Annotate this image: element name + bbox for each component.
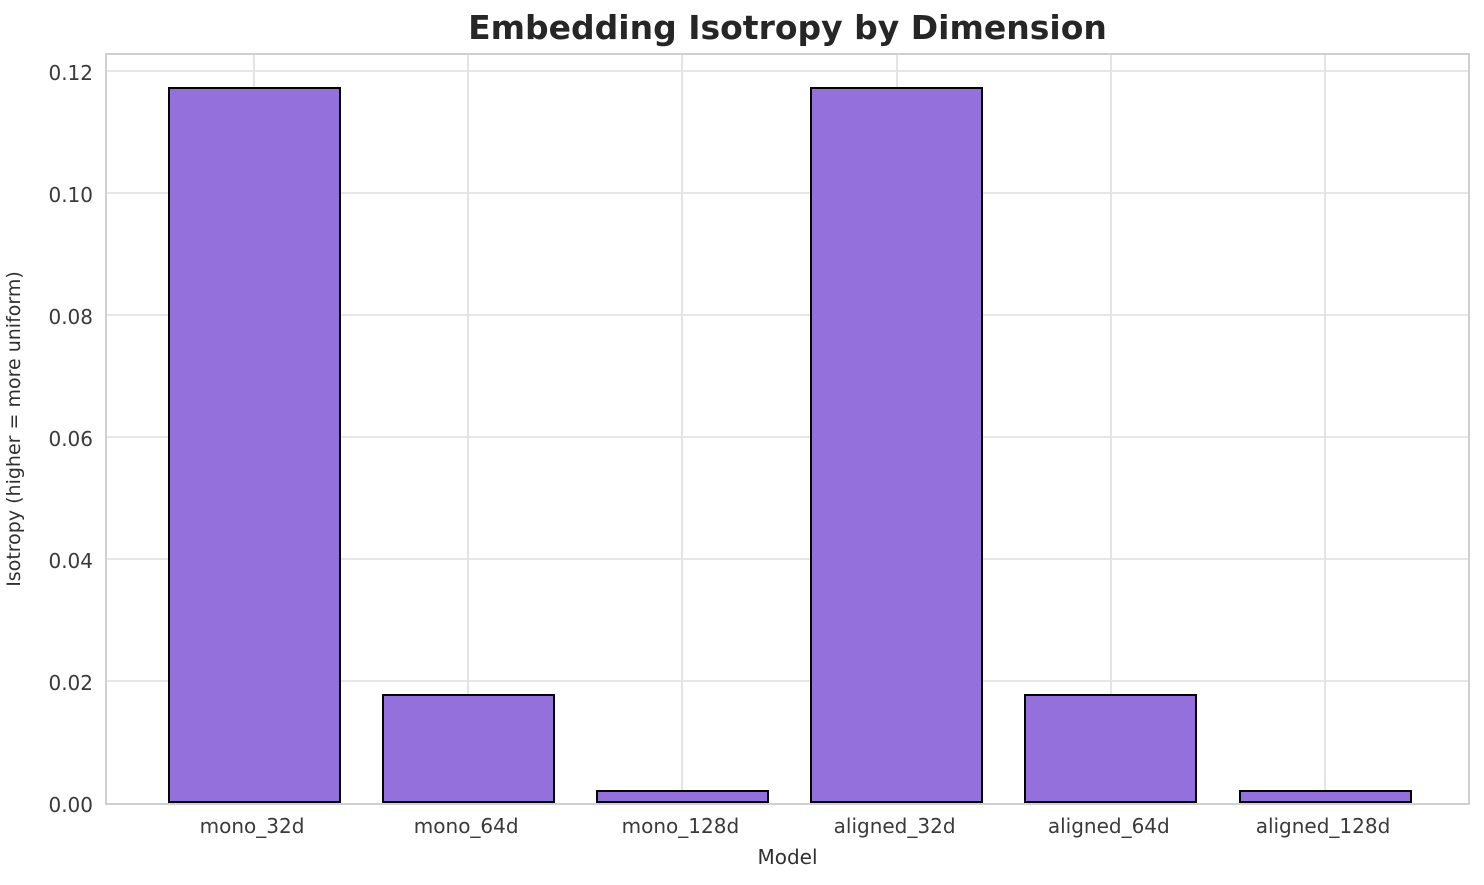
x-tick-label: aligned_128d — [1255, 814, 1391, 838]
x-tick-label: aligned_64d — [1047, 814, 1170, 838]
bar-aligned_128d — [1238, 790, 1412, 803]
horizontal-gridline — [107, 557, 1468, 560]
bar-aligned_32d — [810, 87, 984, 803]
y-tick-label: 0.00 — [48, 793, 93, 817]
bar-mono_32d — [167, 87, 341, 803]
vertical-gridline — [1324, 55, 1326, 803]
horizontal-gridline — [107, 69, 1468, 72]
x-axis-label: Model — [757, 845, 818, 869]
y-tick-label: 0.08 — [48, 304, 93, 329]
x-tick-label: aligned_32d — [833, 814, 956, 838]
y-tick-label: 0.02 — [48, 670, 93, 695]
y-tick-label: 0.06 — [48, 426, 93, 451]
x-tick-label: mono_128d — [621, 814, 740, 838]
bar-mono_128d — [595, 790, 769, 803]
horizontal-gridline — [107, 191, 1468, 194]
vertical-gridline — [1109, 55, 1112, 803]
bar-aligned_64d — [1024, 694, 1198, 803]
chart-title: Embedding Isotropy by Dimension — [468, 8, 1107, 47]
x-tick-label: mono_32d — [199, 814, 305, 838]
bar-mono_64d — [381, 694, 555, 803]
vertical-gridline — [681, 55, 684, 803]
horizontal-gridline — [107, 313, 1468, 316]
y-tick-label: 0.10 — [48, 182, 93, 207]
x-tick-label: mono_64d — [413, 814, 519, 838]
horizontal-gridline — [107, 435, 1468, 438]
vertical-gridline — [467, 55, 470, 803]
y-tick-label: 0.12 — [48, 60, 93, 85]
y-tick-label: 0.04 — [48, 548, 93, 573]
horizontal-gridline — [107, 679, 1468, 682]
plot-area — [105, 53, 1470, 805]
